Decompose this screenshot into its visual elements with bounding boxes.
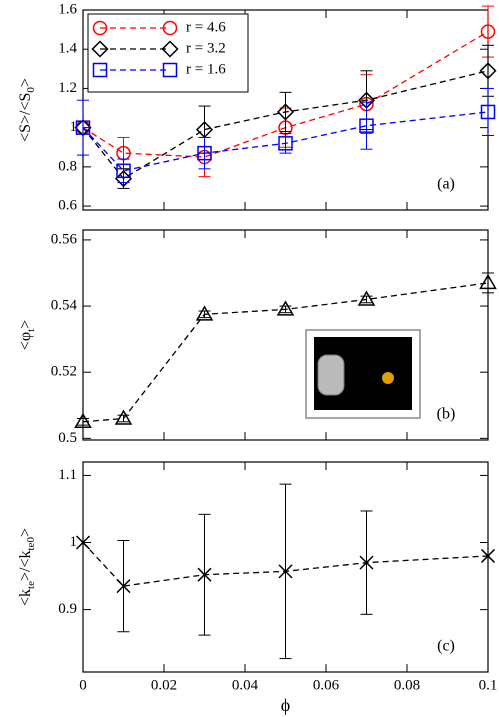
marker (276, 103, 295, 121)
marker (480, 104, 496, 120)
legend-marker (162, 20, 178, 36)
x-axis-label: ϕ (281, 695, 290, 715)
y-tick-label: 0.5 (58, 430, 77, 446)
marker (116, 163, 131, 179)
x-tick-label: 0.06 (313, 677, 340, 693)
legend-label: r = 4.6 (186, 19, 226, 35)
y-tick-label: 1.1 (58, 467, 77, 483)
legend-marker (162, 62, 178, 78)
legend-label: r = 1.6 (186, 61, 226, 77)
y-axis-label-part: > (17, 78, 34, 87)
marker (197, 567, 212, 582)
inset-cylinder (317, 354, 345, 396)
y-tick-label: 0.54 (51, 298, 78, 314)
legend-marker (92, 62, 108, 78)
error-bar (117, 158, 130, 184)
y-axis-label-subscript: te (25, 581, 37, 589)
marker (278, 136, 293, 151)
error-bar (117, 414, 130, 423)
marker (114, 409, 133, 425)
panel-label: (b) (437, 406, 456, 423)
y-axis-label-part: <S>/<S (17, 93, 34, 142)
y-axis-label-part: <k (17, 589, 34, 606)
x-tick-label: 0 (79, 677, 87, 693)
error-bar (360, 101, 373, 150)
marker (479, 62, 497, 80)
series-line (82, 31, 489, 158)
y-tick-label: 0.6 (58, 198, 77, 214)
y-axis-label-part: >/<k (17, 551, 34, 582)
x-tick-label: 0.1 (479, 677, 498, 693)
marker (357, 290, 376, 306)
y-axis-label: <φt> (17, 320, 37, 350)
marker (276, 300, 295, 316)
y-axis-label-part: <φ (17, 332, 34, 350)
x-tick-label: 0.02 (151, 677, 177, 693)
marker (195, 305, 214, 321)
y-tick-label: 0.56 (51, 231, 78, 247)
error-bar (279, 305, 292, 314)
y-tick-label: 1 (70, 119, 78, 135)
panel-label: (a) (437, 176, 455, 193)
marker (116, 579, 131, 594)
marker (480, 24, 496, 39)
marker (75, 535, 91, 550)
legend-label: r = 3.2 (186, 40, 226, 56)
legend-box (87, 13, 249, 93)
y-tick-label: 1.2 (58, 80, 77, 96)
error-bar (360, 295, 373, 304)
series-line (82, 542, 489, 587)
series-line (82, 282, 489, 423)
error-bar (482, 87, 494, 136)
marker (359, 555, 374, 570)
plot-frame (82, 461, 489, 673)
y-axis-label-subscript: 0 (25, 87, 37, 93)
plot-frame (82, 229, 489, 441)
legend-marker (161, 40, 179, 58)
y-axis-label-part: > (17, 320, 34, 329)
marker (197, 145, 212, 161)
y-axis-label-subscript: t (25, 329, 37, 332)
error-bar (279, 91, 292, 133)
marker (114, 170, 133, 188)
legend-marker (91, 40, 109, 58)
y-tick-label: 0.8 (58, 158, 77, 174)
y-tick-label: 0.9 (58, 601, 77, 617)
panel-label: (c) (437, 638, 455, 655)
inset-sphere (382, 372, 394, 384)
error-bar (198, 310, 211, 319)
y-tick-label: 1.4 (58, 41, 77, 57)
error-bar (77, 99, 89, 156)
marker (74, 412, 92, 429)
marker (359, 118, 374, 133)
y-tick-label: 1.6 (58, 1, 77, 17)
marker (75, 120, 91, 135)
y-tick-label: 1 (70, 534, 78, 550)
error-bar (198, 136, 211, 170)
y-axis-label: <S>/<S0> (17, 78, 37, 142)
y-axis-label-part: > (17, 528, 34, 537)
series-line (82, 111, 489, 172)
inset-image (305, 329, 421, 419)
marker (479, 273, 497, 290)
error-bar (77, 418, 89, 426)
y-tick-label: 0.52 (51, 364, 77, 380)
marker (480, 548, 496, 563)
marker (278, 564, 293, 579)
y-axis-label: <kte>/<kte0> (17, 528, 37, 606)
x-tick-label: 0.04 (232, 677, 259, 693)
y-axis-label-subscript: te0 (25, 537, 37, 551)
legend-marker (92, 20, 108, 36)
x-tick-label: 0.08 (394, 677, 420, 693)
